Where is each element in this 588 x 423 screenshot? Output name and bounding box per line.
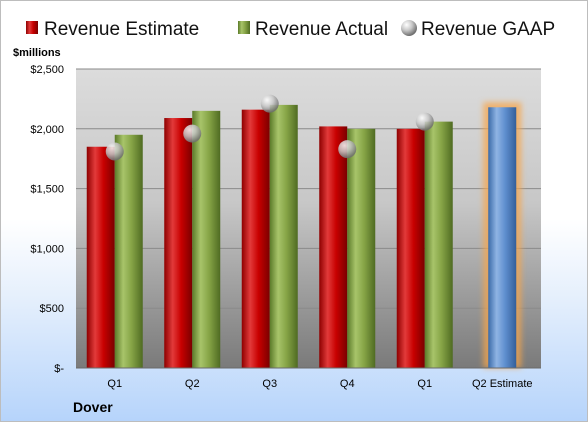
bar-revenue-actual [192, 110, 221, 369]
legend-swatch-actual [238, 21, 250, 34]
marker-revenue-gaap [338, 140, 357, 159]
gaap-markers [105, 94, 434, 161]
x-tick-label: Q4 [340, 378, 355, 390]
bar-revenue-actual [269, 104, 298, 368]
x-axis: Q1 Q2 Q3 Q4 Q1 Q2 Estimate [76, 367, 541, 390]
y-axis: $- $500 $1,000 $1,500 $2,000 $2,500 [30, 64, 64, 375]
x-tick-label: Q1 [417, 378, 432, 390]
bar-revenue-estimate [86, 146, 115, 368]
plot-area [76, 69, 541, 368]
bar-revenue-estimate [241, 109, 270, 368]
legend-item-revenue-gaap: Revenue GAAP [401, 19, 555, 40]
company-name: Dover [73, 399, 113, 415]
legend-item-revenue-estimate: Revenue Estimate [26, 19, 199, 40]
legend-swatch-gaap [401, 20, 417, 36]
y-tick-label: $- [54, 363, 64, 375]
marker-revenue-gaap [105, 142, 124, 161]
bar-revenue-actual [424, 121, 453, 369]
bars [86, 102, 522, 369]
legend-label-gaap: Revenue GAAP [421, 19, 555, 40]
legend-label-actual: Revenue Actual [255, 19, 388, 40]
bar-revenue-estimate [396, 128, 425, 368]
legend-swatch-estimate [26, 21, 38, 34]
y-tick-label: $2,000 [30, 124, 64, 136]
bar-revenue-estimate [164, 118, 193, 368]
marker-revenue-gaap [183, 124, 202, 143]
bar-revenue-actual [114, 134, 143, 368]
legend-item-revenue-actual: Revenue Actual [238, 19, 388, 40]
bar-revenue-estimate [319, 126, 348, 369]
y-tick-label: $2,500 [30, 64, 64, 76]
y-tick-label: $1,500 [30, 184, 64, 196]
x-tick-label: Q2 [185, 378, 200, 390]
legend: Revenue Estimate Revenue Actual Revenue … [26, 19, 555, 40]
y-tick-label: $1,000 [30, 243, 64, 255]
marker-revenue-gaap [415, 112, 434, 131]
x-tick-label: Q2 Estimate [472, 378, 533, 390]
marker-revenue-gaap [260, 94, 279, 113]
bar-q2-estimate [488, 107, 517, 368]
y-tick-label: $500 [40, 303, 64, 315]
bar-revenue-actual [347, 128, 376, 368]
x-tick-label: Q3 [262, 378, 277, 390]
unit-label: $millions [13, 47, 61, 59]
x-tick-label: Q1 [107, 378, 122, 390]
legend-label-estimate: Revenue Estimate [44, 19, 199, 40]
